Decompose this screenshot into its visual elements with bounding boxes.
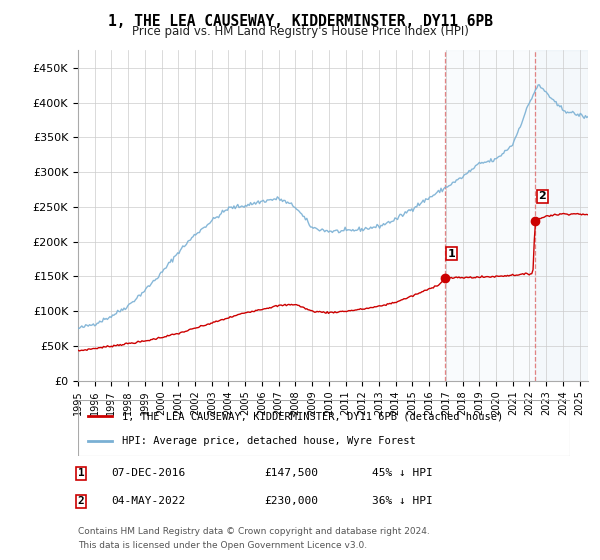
Bar: [535, 50, 588, 381]
Text: HPI: Average price, detached house, Wyre Forest: HPI: Average price, detached house, Wyre…: [122, 436, 416, 446]
Text: 1: 1: [448, 249, 455, 259]
Text: 45% ↓ HPI: 45% ↓ HPI: [372, 468, 433, 478]
Text: 1, THE LEA CAUSEWAY, KIDDERMINSTER, DY11 6PB (detached house): 1, THE LEA CAUSEWAY, KIDDERMINSTER, DY11…: [122, 411, 503, 421]
Text: 07-DEC-2016: 07-DEC-2016: [111, 468, 185, 478]
Text: Contains HM Land Registry data © Crown copyright and database right 2024.: Contains HM Land Registry data © Crown c…: [78, 528, 430, 536]
Text: £147,500: £147,500: [264, 468, 318, 478]
Text: 2: 2: [539, 192, 546, 202]
Text: 36% ↓ HPI: 36% ↓ HPI: [372, 496, 433, 506]
Text: 2: 2: [77, 496, 85, 506]
Text: 1: 1: [77, 468, 85, 478]
Bar: [445, 50, 588, 381]
Text: This data is licensed under the Open Government Licence v3.0.: This data is licensed under the Open Gov…: [78, 542, 367, 550]
Text: 1, THE LEA CAUSEWAY, KIDDERMINSTER, DY11 6PB: 1, THE LEA CAUSEWAY, KIDDERMINSTER, DY11…: [107, 14, 493, 29]
Text: £230,000: £230,000: [264, 496, 318, 506]
Text: Price paid vs. HM Land Registry's House Price Index (HPI): Price paid vs. HM Land Registry's House …: [131, 25, 469, 38]
Text: 04-MAY-2022: 04-MAY-2022: [111, 496, 185, 506]
